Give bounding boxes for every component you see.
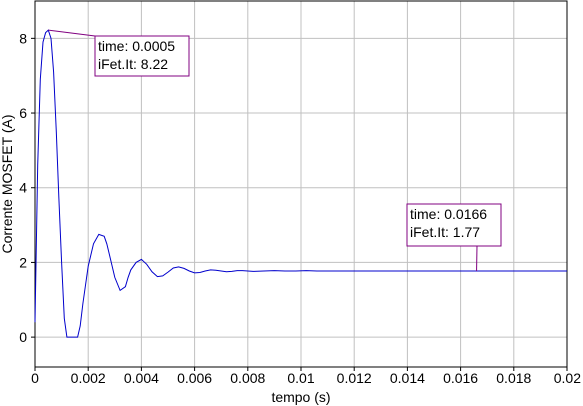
- x-axis-ticks: 0 0.002 0.004 0.006 0.008 0.01 0.012 0.014 0.016…: [31, 367, 581, 386]
- annotation-text: iFet.It: 1.77: [410, 224, 480, 240]
- x-tick-label: 0.018: [496, 370, 531, 386]
- y-tick-label: 0: [19, 329, 27, 345]
- series-line: [34, 29, 567, 338]
- x-tick-label: 0.004: [124, 370, 159, 386]
- y-tick-label: 4: [19, 180, 27, 196]
- annotations-layer: time: 0.0005 iFet.It: 8.22 time: 0.0166 iFe…: [48, 29, 502, 272]
- x-tick-label: 0.02: [554, 370, 581, 386]
- annotation-text: time: 0.0005: [98, 38, 175, 54]
- y-tick-label: 8: [19, 30, 27, 46]
- x-tick-label: 0.002: [71, 370, 106, 386]
- annotation-leader: [48, 29, 96, 37]
- annotation-text: iFet.It: 8.22: [98, 56, 168, 72]
- x-tick-label: 0.008: [230, 370, 265, 386]
- x-tick-label: 0.012: [337, 370, 372, 386]
- x-tick-label: 0: [31, 370, 39, 386]
- x-tick-label: 0.014: [390, 370, 425, 386]
- y-axis-ticks: 0 2 4 6 8: [19, 30, 35, 345]
- x-axis-title: tempo (s): [271, 389, 330, 405]
- x-tick-label: 0.01: [287, 370, 314, 386]
- x-tick-label: 0.006: [177, 370, 212, 386]
- y-tick-label: 6: [19, 105, 27, 121]
- grid: [35, 1, 567, 367]
- x-tick-label: 0.016: [443, 370, 478, 386]
- y-axis-title: Corrente MOSFET (A): [0, 115, 15, 254]
- annotation-box: [406, 203, 502, 247]
- series-layer: [34, 29, 567, 338]
- annotation-text: time: 0.0166: [410, 206, 487, 222]
- y-tick-label: 2: [19, 254, 27, 270]
- annotation-box: [94, 35, 190, 77]
